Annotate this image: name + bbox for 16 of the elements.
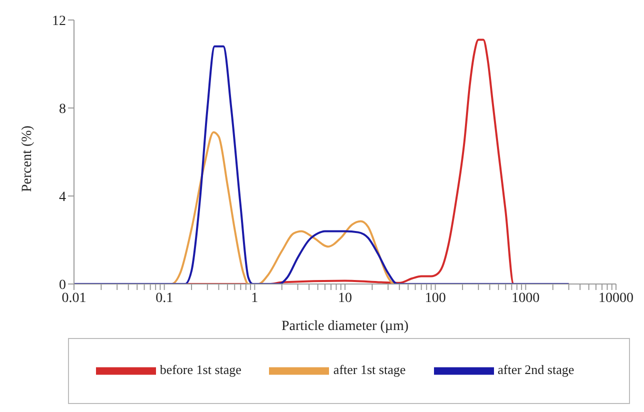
legend-label: after 2nd stage (498, 362, 574, 377)
y-tick-label: 8 (59, 102, 66, 117)
y-axis-title: Percent (%) (20, 125, 35, 192)
x-tick-label: 0.01 (62, 290, 86, 306)
legend-label: after 1st stage (333, 362, 406, 377)
x-tick-label: 100 (424, 290, 446, 306)
x-tick-label: 10000 (598, 290, 634, 306)
legend-label: before 1st stage (160, 362, 242, 377)
x-tick-label: 10 (338, 290, 352, 306)
x-tick-label: 0.1 (156, 290, 174, 306)
x-axis-title: Particle diameter (µm) (281, 319, 409, 334)
y-tick-label: 12 (52, 14, 66, 29)
x-tick-label: 1 (251, 290, 258, 306)
y-tick-label: 0 (59, 278, 66, 293)
x-tick-label: 1000 (512, 290, 540, 306)
y-tick-label: 4 (59, 190, 66, 205)
